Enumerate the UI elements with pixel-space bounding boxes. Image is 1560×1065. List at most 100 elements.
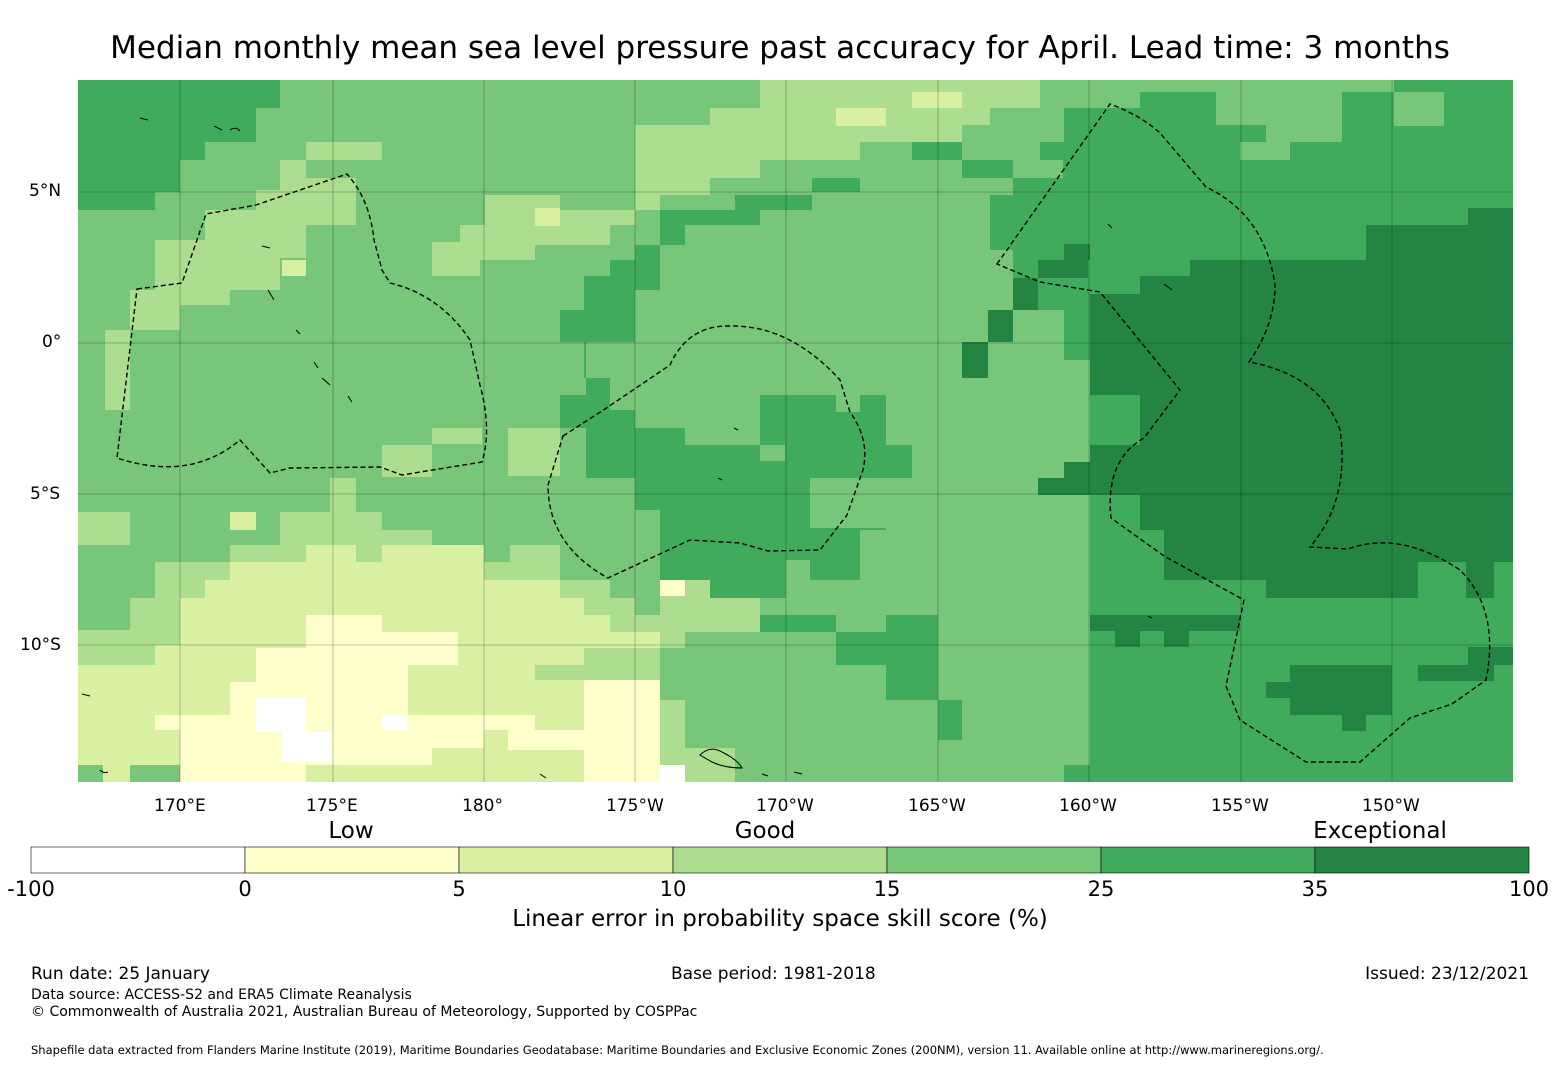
lon-tick-label: 165°W <box>908 796 966 816</box>
lon-tick-label: 160°W <box>1059 796 1117 816</box>
colorbar-segment <box>458 846 674 874</box>
island-coastline <box>347 395 353 403</box>
copyright: © Commonwealth of Australia 2021, Austra… <box>31 1004 698 1020</box>
legend-category-low: Low <box>328 818 374 844</box>
skill-patch <box>382 715 407 730</box>
island-coastline <box>539 773 547 779</box>
skill-patch <box>1266 682 1290 698</box>
page-title: Median monthly mean sea level pressure p… <box>110 30 1450 66</box>
skill-region-central <box>560 80 1513 782</box>
skill-region-south-lowest <box>155 615 535 782</box>
skill-patch <box>1064 462 1090 495</box>
skill-region-southwest <box>78 512 130 545</box>
skill-patch <box>1240 142 1290 160</box>
lat-tick-label: 5°S <box>30 484 61 504</box>
lon-tick-label: 170°W <box>756 796 814 816</box>
skill-patch <box>432 428 482 444</box>
lon-tick-label: 150°W <box>1362 796 1420 816</box>
island-coastline <box>733 427 739 431</box>
island-coastline <box>1163 283 1173 291</box>
island-coastline <box>99 769 109 774</box>
skill-patch <box>1013 278 1038 310</box>
lon-tick-label: 175°E <box>306 796 358 816</box>
colorbar-tick-label: 15 <box>873 877 901 901</box>
issued-date: Issued: 23/12/2021 <box>1365 964 1529 984</box>
lon-tick-label: 155°W <box>1211 796 1269 816</box>
island-coastline <box>229 127 241 132</box>
island-coastline <box>261 245 271 249</box>
skill-patch <box>962 342 988 378</box>
colorbar-segment <box>1314 846 1530 874</box>
island-coastline <box>313 361 319 369</box>
skill-patch <box>78 765 103 782</box>
skill-patch <box>660 580 685 596</box>
lon-tick-label: 180° <box>462 796 503 816</box>
skill-region-northwest-light <box>105 142 382 410</box>
skill-patch <box>1013 160 1063 178</box>
colorbar-segment <box>886 846 1102 874</box>
skill-patch <box>282 260 306 276</box>
lat-tick-label: 0° <box>42 332 62 352</box>
colorbar-tick-label: 5 <box>452 877 466 901</box>
skill-patch <box>130 765 180 782</box>
data-source: Data source: ACCESS-S2 and ERA5 Climate … <box>31 987 412 1003</box>
skill-patch <box>1418 665 1494 681</box>
island-coastline <box>295 329 301 335</box>
skill-patch <box>1342 715 1366 731</box>
skill-region-north-band <box>432 80 1040 276</box>
colorbar-tick-label: 35 <box>1301 877 1329 901</box>
island-coastline <box>717 477 723 481</box>
shapefile-credit: Shapefile data extracted from Flanders M… <box>31 1043 1324 1057</box>
skill-patch <box>760 445 785 461</box>
legend-category-exceptional: Exceptional <box>1313 818 1447 844</box>
legend-category-good: Good <box>734 818 796 844</box>
skill-patch <box>1115 631 1140 647</box>
island-coastline <box>793 771 803 775</box>
skill-region-east-dark <box>1090 208 1513 598</box>
island-coastline <box>139 117 149 121</box>
skill-patch <box>988 310 1013 342</box>
skill-patch <box>256 698 306 732</box>
skill-patch <box>1468 647 1513 665</box>
skill-patch <box>1164 631 1189 647</box>
skill-patch <box>1090 395 1138 445</box>
eez-boundary-kiribati-line <box>995 103 1491 763</box>
lon-tick-label: 170°E <box>154 796 206 816</box>
island-coastline <box>1107 223 1113 229</box>
colorbar-segment <box>244 846 460 874</box>
skill-patch <box>535 208 560 226</box>
skill-patch <box>836 108 886 126</box>
skill-patch <box>508 428 560 476</box>
colorbar-tick-label: -100 <box>7 877 55 901</box>
skill-patch <box>660 765 685 782</box>
colorbar-tick-label: 0 <box>238 877 252 901</box>
colorbar-tick-label: 25 <box>1087 877 1115 901</box>
skill-patch <box>1394 92 1444 126</box>
island-coastline <box>761 773 769 777</box>
island-coastline <box>1147 615 1153 619</box>
lon-tick-label: 175°W <box>606 796 664 816</box>
skill-patch <box>1090 615 1240 631</box>
skill-patch <box>962 125 1037 143</box>
island-coastline <box>267 289 275 301</box>
colorbar-segment <box>1100 846 1316 874</box>
skill-patch <box>282 732 332 762</box>
lat-tick-label: 10°S <box>20 635 61 655</box>
run-date: Run date: 25 January <box>31 964 210 984</box>
colorbar-label: Linear error in probability space skill … <box>512 906 1048 932</box>
island-coastline <box>213 125 223 131</box>
skill-patch <box>584 680 660 782</box>
colorbar-tick-label: 10 <box>659 877 687 901</box>
island-coastline <box>321 377 331 386</box>
island-coastline <box>699 748 743 769</box>
skill-patch <box>508 730 584 750</box>
skill-patch <box>1038 478 1064 495</box>
lat-tick-label: 5°N <box>29 181 62 201</box>
skill-patch <box>1038 260 1088 278</box>
colorbar <box>30 846 1530 874</box>
colorbar-tick-label: 100 <box>1508 877 1550 901</box>
skill-patch <box>1064 244 1090 260</box>
base-period: Base period: 1981-2018 <box>671 964 876 984</box>
skill-region-nw <box>78 80 280 210</box>
